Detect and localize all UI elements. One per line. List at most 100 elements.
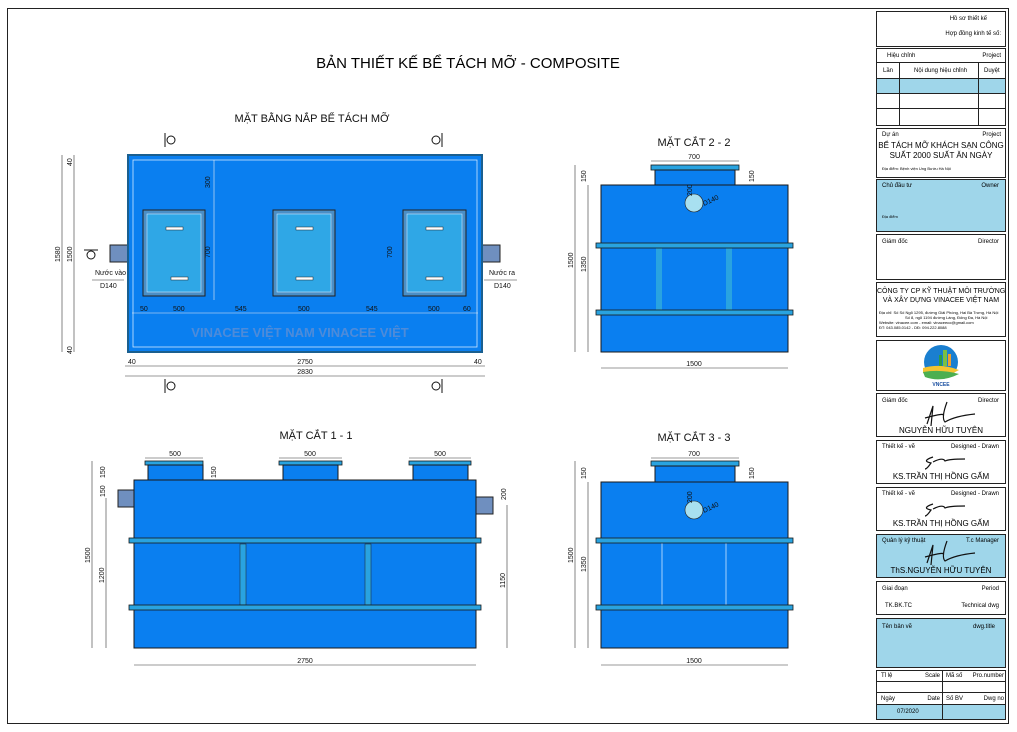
section-2-2-title: MẶT CẮT 2 - 2: [658, 136, 731, 149]
rev-col: Lần: [883, 68, 894, 74]
tb-revisions: Hiệu chỉnh Project Lần Nội dung hiệu chỉ…: [876, 48, 1006, 126]
dim-row: 500: [173, 306, 185, 313]
location: Địa điểm: Bệnh viện Ung Bướu Hà Nội: [882, 166, 951, 171]
scale-label: Tỉ lệ: [881, 673, 893, 679]
dim-neck-h: 150: [581, 467, 588, 479]
company-name-1: CÔNG TY CP KỸ THUẬT MÔI TRƯỜNG: [877, 288, 1006, 295]
designer2-name: KS.TRẦN THỊ HỒNG GẤM: [892, 519, 990, 528]
revision-label-en: Project: [982, 53, 1001, 59]
inlet-pipe: [109, 244, 129, 263]
sign-director-label: Giám đốc: [882, 398, 908, 404]
tb-director: Giám đốc Director: [876, 234, 1006, 280]
designer-label-en: Designed - Drawn: [950, 444, 999, 450]
company-phone: ĐT: 043.085.0142 - DĐ: 094.222.8088: [879, 325, 947, 330]
dim-manhole-offset: 300: [205, 176, 212, 188]
tb-designer: Thiết kế - vẽ Designed - Drawn KS.TRẦN T…: [876, 440, 1006, 484]
dim-neck-h: 150: [581, 170, 588, 182]
outlet-size: D140: [494, 283, 511, 290]
watermark: VINACEE VIỆT NAM VINACEE VIỆT: [191, 325, 408, 340]
rev-col: Duyệt: [984, 68, 1000, 74]
dim-pipe-offset: 200: [687, 184, 694, 196]
dim-total-h: 1500: [568, 252, 575, 268]
sheet-label-en: Dwg no: [983, 696, 1004, 702]
dim-height-total: 1580: [55, 246, 62, 262]
dim-body-h: 1350: [581, 256, 588, 272]
project-label: Dự án: [882, 132, 899, 138]
dim-neck-width: 500: [304, 451, 316, 458]
phase-value: TK.BK.TC: [885, 603, 913, 609]
outlet-pipe: [481, 244, 501, 263]
director-label: Giám đốc: [882, 239, 908, 245]
dim-neck-width: 700: [688, 451, 700, 458]
outlet-label: Nước ra: [489, 270, 515, 277]
section-3-3: MẶT CẮT 3 - 3 D140 200 700 150 150 1500 …: [568, 431, 794, 666]
owner-label-en: Owner: [981, 183, 999, 189]
owner-label: Chủ đầu tư: [882, 183, 913, 189]
tb-project: Dự án Project BỂ TÁCH MỠ KHÁCH SẠN CÔNG …: [876, 128, 1006, 178]
tb-company: CÔNG TY CP KỸ THUẬT MÔI TRƯỜNG VÀ XÂY DỰ…: [876, 282, 1006, 337]
dim-row: 500: [428, 306, 440, 313]
dim-total-h: 1500: [568, 547, 575, 563]
revision-label: Hiệu chỉnh: [887, 53, 916, 59]
tech-name: ThS.NGUYỄN HỮU TUYÊN: [890, 566, 992, 575]
designer-name: KS.TRẦN THỊ HỒNG GẤM: [892, 472, 990, 481]
dim-body-h: 1350: [581, 556, 588, 572]
plan-row-dims: 50 500 545 500 545 500 60: [140, 306, 471, 313]
tb-drawing-name: Tên bản vẽ dwg.title: [876, 618, 1006, 668]
phase-value-en: Technical dwg: [961, 603, 999, 609]
signature-tech-manager: [924, 540, 976, 566]
dim-neck-h: 150: [211, 466, 218, 478]
dim-inner-h-right: 1150: [500, 573, 507, 588]
dim-width: 2750: [297, 658, 313, 665]
dim-manhole-h2: 700: [387, 246, 394, 258]
company-address-2: Số 8, ngõ 1194 đường Láng, Đống Đa, Hà N…: [905, 315, 988, 320]
drawing-name-label-en: dwg.title: [972, 624, 995, 630]
scale-label-en: Scale: [924, 673, 940, 679]
tb-sign-director: Giám đốc Director NGUYỄN HỮU TUYÊN: [876, 393, 1006, 437]
manhole-2: [272, 209, 336, 297]
company-website: Website: vinacee.com - email: vinaceeco@…: [879, 320, 974, 325]
dim-row: 545: [235, 306, 247, 313]
date-value: 07/2020: [897, 709, 919, 715]
dim-width: 1500: [686, 361, 702, 368]
tb-meta-table: Tỉ lệ Scale Mã số Pro.number Ngày Date Số B…: [876, 670, 1006, 720]
manhole-3: [402, 209, 467, 297]
dim-wall-right: 40: [474, 359, 482, 366]
tb-owner: Chủ đầu tư Owner Địa điểm: [876, 179, 1006, 232]
tank-plan-inner-wall: [132, 159, 478, 348]
dim-neck-width: 700: [688, 154, 700, 161]
signature-designer-2: [924, 503, 966, 517]
logo-text: VNCEE: [932, 382, 950, 388]
manhole-1: [142, 209, 206, 297]
design-file-label: Hồ sơ thiết kế: [949, 16, 987, 22]
company-logo: VNCEE: [923, 345, 959, 388]
tech-label-en: T.c Manager: [965, 538, 999, 544]
inlet-size: D140: [100, 283, 117, 290]
code-label: Mã số: [946, 673, 963, 679]
section-1-1-title: MẶT CẮT 1 - 1: [280, 429, 353, 442]
tb-design-file: Hồ sơ thiết kế Hợp đồng kinh tế số:: [876, 11, 1006, 47]
owner-location: Địa điểm: [882, 214, 898, 219]
dim-width: 1500: [686, 658, 702, 665]
dim-total-h: 1500: [85, 547, 92, 563]
dim-wall-top: 40: [67, 158, 74, 166]
dim-neck-h: 150: [100, 466, 107, 478]
sign-director-name: NGUYỄN HỮU TUYÊN: [898, 426, 984, 435]
company-address-1: Địa chỉ: Số Số Ngõ 1295, đường Giải Phón…: [879, 310, 999, 315]
designer2-label: Thiết kế - vẽ: [882, 491, 916, 497]
project-label-en: Project: [982, 132, 1001, 138]
section-2-2: MẶT CẮT 2 - 2 D140 200 700 150 150 1500 …: [568, 136, 794, 369]
dim-height-inner: 1500: [67, 246, 74, 262]
dim-neck-width: 500: [434, 451, 446, 458]
dim-neck-h: 150: [749, 467, 756, 479]
plan-view: MẶT BẰNG NẮP BỂ TÁCH MỠ 300 700 700 50 5…: [55, 112, 517, 393]
dim-inlet-offset: 150: [100, 485, 107, 497]
dim-inner-h-left: 1200: [99, 567, 106, 583]
signature-director: [924, 401, 976, 427]
dim-wall-bottom: 40: [67, 346, 74, 354]
phase-label-en: Period: [981, 586, 999, 592]
project-name-2: SUẤT 2000 SUẤT ĂN NGÀY: [889, 151, 993, 160]
director-label-en: Director: [977, 239, 999, 245]
signature-designer: [924, 456, 966, 470]
